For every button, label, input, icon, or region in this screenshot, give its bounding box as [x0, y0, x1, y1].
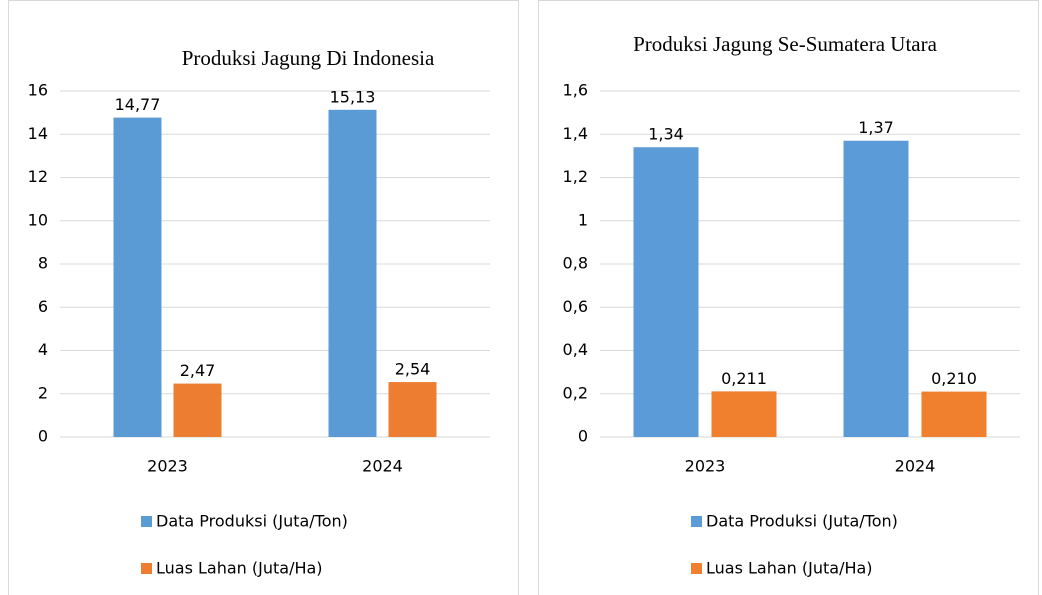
data-label: 15,13: [330, 87, 376, 106]
legend-swatch: [141, 516, 152, 527]
data-label: 1,34: [648, 125, 684, 144]
y-tick-label: 0,2: [563, 383, 588, 402]
chart-title: Produksi Jagung Di Indonesia: [182, 46, 435, 70]
chart-panel: [538, 0, 1039, 595]
data-label: 2,54: [395, 360, 431, 379]
chart-panel: [8, 0, 519, 595]
y-tick-label: 1,4: [563, 124, 588, 143]
y-tick-label: 0,8: [563, 254, 588, 273]
data-label: 0,211: [721, 369, 767, 388]
bar: [113, 117, 162, 437]
y-tick-label: 0: [38, 427, 48, 446]
legend-swatch: [691, 516, 702, 527]
legend-swatch: [691, 563, 702, 574]
y-tick-label: 14: [28, 124, 48, 143]
x-tick-label: 2024: [362, 457, 403, 476]
legend-label: Data Produksi (Juta/Ton): [156, 512, 348, 531]
y-tick-label: 8: [38, 254, 48, 273]
data-label: 14,77: [115, 95, 161, 114]
bar: [173, 383, 222, 437]
legend-swatch: [141, 563, 152, 574]
bar: [328, 109, 377, 437]
y-tick-label: 4: [38, 340, 48, 359]
legend-label: Luas Lahan (Juta/Ha): [706, 559, 873, 578]
bar: [843, 140, 909, 438]
x-tick-label: 2023: [147, 457, 188, 476]
x-tick-label: 2024: [895, 457, 936, 476]
bar: [388, 382, 437, 437]
x-tick-label: 2023: [685, 457, 726, 476]
bar: [921, 391, 987, 437]
y-tick-label: 0,4: [563, 340, 588, 359]
bar: [711, 391, 777, 437]
y-tick-label: 16: [28, 81, 48, 100]
y-tick-label: 6: [38, 297, 48, 316]
data-label: 0,210: [931, 369, 977, 388]
y-tick-label: 1,6: [563, 81, 588, 100]
data-label: 1,37: [858, 118, 894, 137]
y-tick-label: 1: [578, 210, 588, 229]
y-tick-label: 2: [38, 383, 48, 402]
chart-title: Produksi Jagung Se-Sumatera Utara: [633, 32, 938, 56]
legend-label: Data Produksi (Juta/Ton): [706, 512, 898, 531]
y-tick-label: 0,6: [563, 297, 588, 316]
y-tick-label: 12: [28, 167, 48, 186]
legend-label: Luas Lahan (Juta/Ha): [156, 559, 323, 578]
y-tick-label: 10: [28, 210, 48, 229]
y-tick-label: 1,2: [563, 167, 588, 186]
data-label: 2,47: [180, 361, 216, 380]
bar: [633, 147, 699, 437]
y-tick-label: 0: [578, 427, 588, 446]
